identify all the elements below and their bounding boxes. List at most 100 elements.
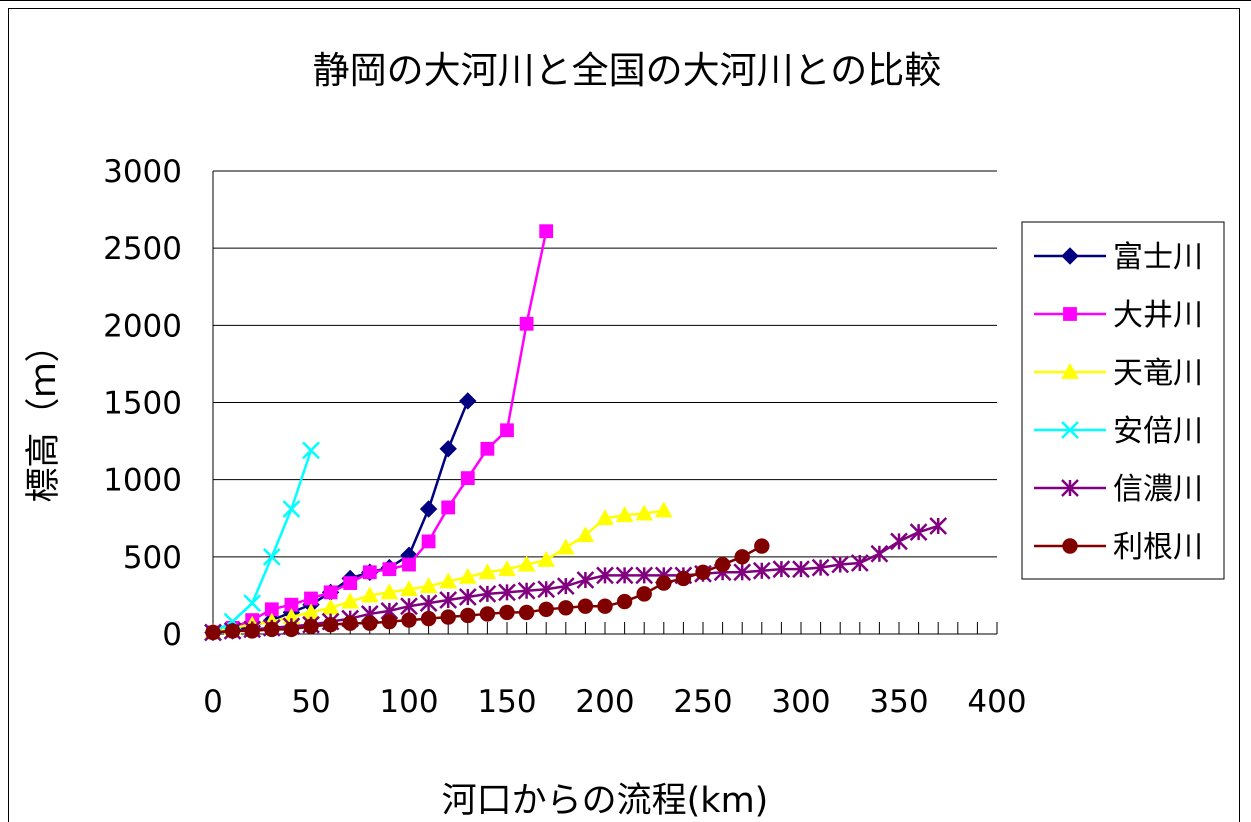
data-point [460,607,476,624]
data-point [538,601,554,618]
data-point [341,592,360,609]
y-tick-label: 2500 [103,231,182,267]
legend-item: 安倍川 [1034,414,1203,449]
data-point [360,586,379,603]
data-point [343,576,358,590]
y-tick-label: 500 [123,540,182,576]
data-point [419,594,438,613]
data-point [402,557,416,572]
legend-marker [1063,307,1077,321]
data-point [283,621,300,638]
y-tick-labels: 0 500 1000 1500 2000 2500 3000 [103,154,182,653]
data-point [400,580,418,597]
data-point [205,624,221,641]
data-point [322,617,339,633]
legend-label: 大井川 [1113,298,1203,333]
data-point [458,588,477,606]
data-point [929,517,948,535]
y-tick-label: 2000 [103,308,182,344]
series-line [212,230,548,634]
legend-marker [1061,479,1079,497]
top-border-line [0,0,1251,1]
data-point [596,509,614,526]
data-point [499,604,515,621]
series-layer [204,224,948,642]
data-point [556,538,575,555]
series-3 [204,441,320,642]
y-axis-label: 標高（ｍ） [24,327,64,502]
x-tick-label: 400 [967,684,1026,720]
data-point [421,534,436,549]
data-point [597,598,613,614]
legend-marker [1061,421,1079,439]
x-tick-label: 300 [771,684,830,720]
data-point [478,584,497,603]
data-point [675,570,692,587]
data-point [518,604,535,621]
data-point [537,550,556,567]
y-tick-label: 1500 [103,386,182,422]
data-point [262,547,281,566]
data-point [400,597,418,616]
data-point [480,441,495,456]
legend-marker [1061,247,1079,265]
data-point [772,560,791,579]
data-point [302,441,320,460]
data-point [264,621,280,638]
data-point [714,556,731,573]
data-point [517,555,536,572]
data-point [734,549,750,565]
data-point [441,500,456,515]
legend-item: 利根川 [1034,530,1203,565]
data-point [420,610,437,627]
x-axis-label: 河口からの流程(km) [442,781,769,821]
y-tick-label: 1000 [103,463,182,499]
data-point [224,623,241,639]
data-point [537,580,556,599]
legend-label: 天竜川 [1113,356,1203,391]
gridlines [213,170,997,558]
data-point [323,585,338,600]
data-point [479,606,496,622]
x-tick-label: 0 [203,684,223,720]
legend-marker [1062,538,1078,554]
data-point [577,598,594,614]
data-point [635,504,654,521]
chart-title: 静岡の大河川と全国の大河川との比較 [313,49,942,92]
data-point [695,564,711,580]
x-tick-labels: 0 50 100 150 200 250 300 350 400 [203,684,1026,720]
data-point [517,581,536,600]
data-point [636,586,652,602]
data-point [459,392,477,410]
x-tick-label: 50 [291,684,330,720]
legend-item: 天竜川 [1034,356,1203,391]
data-point [419,577,438,594]
data-point [831,555,850,574]
data-point [654,501,673,518]
data-point [500,423,514,438]
data-point [303,618,319,634]
legend-label: 安倍川 [1113,414,1203,449]
data-point [576,571,595,589]
data-point [440,609,456,625]
y-tick-label: 0 [162,617,182,653]
legend-label: 信濃川 [1113,472,1203,507]
data-point [558,600,574,616]
data-point [362,565,377,580]
data-point [754,538,770,554]
y-tick-label: 3000 [103,154,182,190]
data-point [615,566,634,585]
data-point [419,500,438,518]
data-point [439,591,458,609]
legend-label: 富士川 [1113,240,1203,275]
legend-item: 信濃川 [1034,472,1203,507]
data-point [244,623,260,639]
data-point [498,583,516,602]
series-line [212,509,664,634]
x-tick-label: 150 [477,684,536,720]
x-tick-label: 100 [379,684,438,720]
series-5 [205,538,770,641]
data-point [909,523,928,542]
